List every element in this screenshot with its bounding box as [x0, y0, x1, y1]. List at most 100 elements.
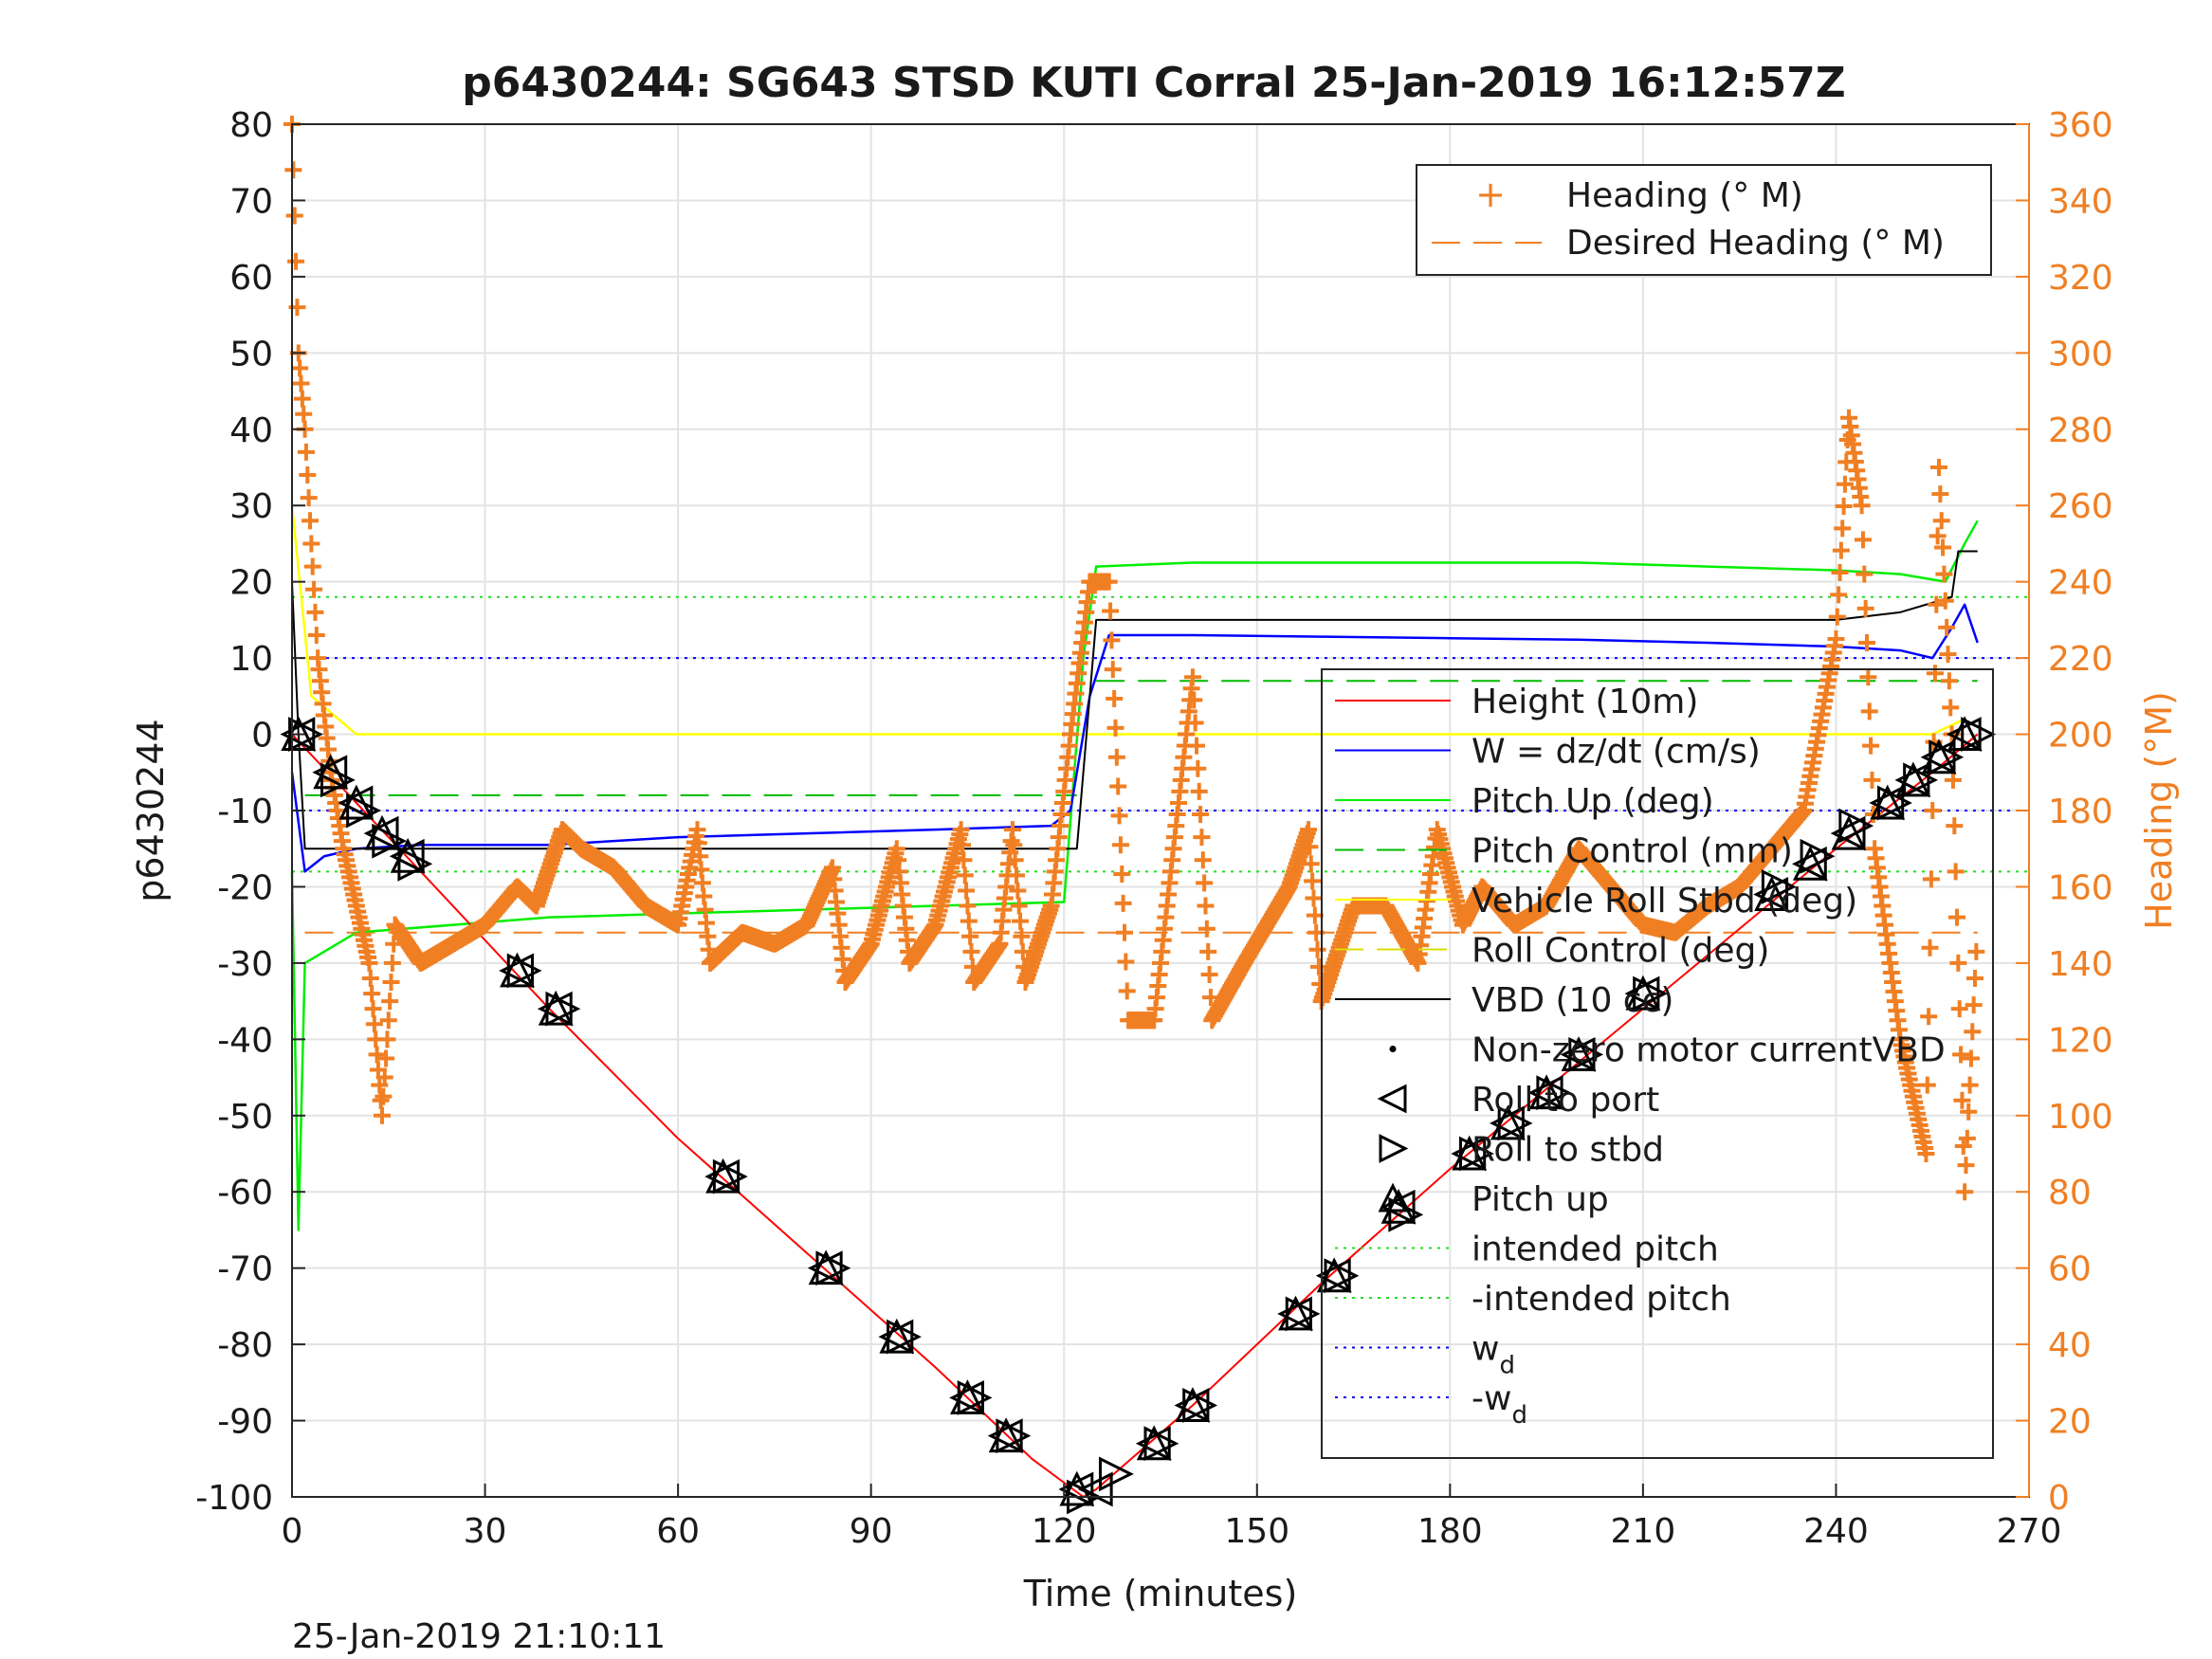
legend-label: Pitch Up (deg) [1472, 782, 1714, 821]
roll-to-stbd-marker [1099, 1456, 1134, 1492]
y-tick-label-left: -20 [217, 868, 273, 907]
heading-marker [1183, 668, 1201, 686]
roll-to-port-marker [1490, 1105, 1525, 1141]
heading-marker [373, 1106, 391, 1124]
heading-marker [1953, 1091, 1971, 1109]
legend-label-text: w [1472, 1330, 1499, 1369]
y-tick-label-right: 220 [2048, 640, 2113, 679]
heading-marker [1013, 927, 1031, 945]
roll-to-port-marker [1869, 785, 1905, 821]
legend-label-text: Pitch Control (mm) [1472, 832, 1793, 871]
roll-to-port-marker [1560, 1036, 1596, 1072]
heading-marker [364, 1000, 382, 1018]
y-tick-label-right: 260 [2048, 487, 2113, 526]
legend-label-text: intended pitch [1472, 1231, 1719, 1269]
heading-marker [1308, 940, 1326, 958]
roll-to-port-marker [1527, 1075, 1563, 1111]
heading-marker [1835, 498, 1853, 516]
y-tick-label-right: 320 [2048, 259, 2113, 298]
pitch-up-marker [1754, 876, 1790, 911]
heading-marker [284, 161, 302, 179]
heading-marker [1966, 969, 1983, 987]
heading-marker [1917, 1145, 1935, 1162]
heading-marker [1948, 908, 1966, 926]
legend-label: wd [1472, 1330, 1515, 1380]
y-tick-label-left: -80 [217, 1326, 273, 1365]
x-tick-label: 240 [1803, 1512, 1869, 1551]
heading-marker [1860, 702, 1878, 720]
legend-label: Roll Control (deg) [1472, 932, 1769, 971]
heading-marker [1012, 912, 1030, 930]
heading-marker [379, 1012, 397, 1030]
legend-label: Height (10m) [1472, 683, 1698, 721]
heading-marker [1950, 1000, 1968, 1018]
y-tick-label-right: 40 [2048, 1326, 2092, 1365]
heading-marker [955, 851, 973, 869]
legend-label-text: VBD (10 cc) [1472, 981, 1673, 1020]
heading-marker [375, 1087, 393, 1105]
heading-marker [1306, 906, 1324, 924]
roll-to-port-marker [987, 1418, 1023, 1454]
heading-marker [1946, 817, 1964, 835]
legend-label-text: Pitch up [1472, 1180, 1609, 1219]
roll-to-port-marker [1058, 1471, 1094, 1507]
x-tick-label: 120 [1032, 1512, 1097, 1551]
y-tick-label-left: -60 [217, 1174, 273, 1212]
heading-marker [1300, 821, 1318, 839]
roll-to-port-marker [1315, 1258, 1351, 1294]
x-axis-label: Time (minutes) [1023, 1573, 1298, 1614]
heading-marker [1010, 897, 1028, 915]
heading-marker [1193, 829, 1211, 847]
y-tick-label-left: 50 [229, 335, 273, 374]
legend-heading-label: Heading (° M) [1566, 176, 1803, 215]
heading-marker [1924, 802, 1942, 819]
heading-marker [1938, 618, 1956, 636]
legend-label-subscript: d [1499, 1352, 1515, 1380]
heading-marker [1836, 475, 1854, 493]
heading-marker [1859, 668, 1877, 686]
heading-marker [1117, 953, 1135, 971]
legend-label-text: Non-zero motor currentVBD [1472, 1031, 1946, 1070]
pitch-up-marker [338, 784, 375, 820]
pitch-up-marker [500, 952, 535, 988]
heading-marker [1967, 942, 1985, 960]
legend-label-subscript: d [1511, 1401, 1527, 1430]
legend-heading-plus-icon: + [1475, 173, 1506, 215]
roll-to-port-marker [1451, 1136, 1487, 1172]
y-tick-label-right: 100 [2048, 1098, 2113, 1137]
heading-marker [303, 557, 321, 575]
heading-marker [291, 359, 309, 377]
heading-marker [1200, 965, 1218, 983]
pitch-up-marker [1490, 1104, 1526, 1140]
legend-heading: + Heading (° M) Desired Heading (° M) [1416, 164, 1992, 276]
y-tick-label-right: 0 [2048, 1479, 2070, 1518]
heading-marker [1942, 699, 1960, 717]
heading-marker [307, 626, 325, 644]
heading-marker [1005, 836, 1023, 854]
legend-label-text: Height (10m) [1472, 683, 1698, 721]
heading-marker [1960, 1103, 1978, 1121]
y-tick-label-right: 300 [2048, 335, 2113, 374]
legend-label: Pitch up [1472, 1180, 1609, 1219]
legend-label-text: Roll to stbd [1472, 1131, 1664, 1170]
legend-label: Vehicle Roll Stbd (deg) [1472, 882, 1857, 921]
legend-label: Roll to stbd [1472, 1131, 1664, 1170]
heading-marker [1114, 894, 1132, 912]
heading-marker [954, 836, 972, 854]
heading-marker [1961, 1076, 1979, 1094]
heading-marker [381, 993, 399, 1011]
x-tick-label: 0 [282, 1512, 303, 1551]
y-tick-label-right: 140 [2048, 945, 2113, 984]
heading-marker [962, 942, 980, 960]
heading-marker [1921, 939, 1939, 957]
heading-marker [1100, 573, 1118, 591]
pitch-up-marker [1895, 761, 1931, 797]
heading-marker [382, 974, 400, 991]
heading-marker [1194, 851, 1212, 869]
heading-marker [287, 252, 305, 270]
pitch-up-marker [1528, 1074, 1564, 1110]
heading-marker [1928, 595, 1946, 613]
pitch-up-marker [1059, 1470, 1095, 1506]
y-tick-label-left: -10 [217, 793, 273, 831]
legend-label: W = dz/dt (cm/s) [1472, 733, 1761, 772]
